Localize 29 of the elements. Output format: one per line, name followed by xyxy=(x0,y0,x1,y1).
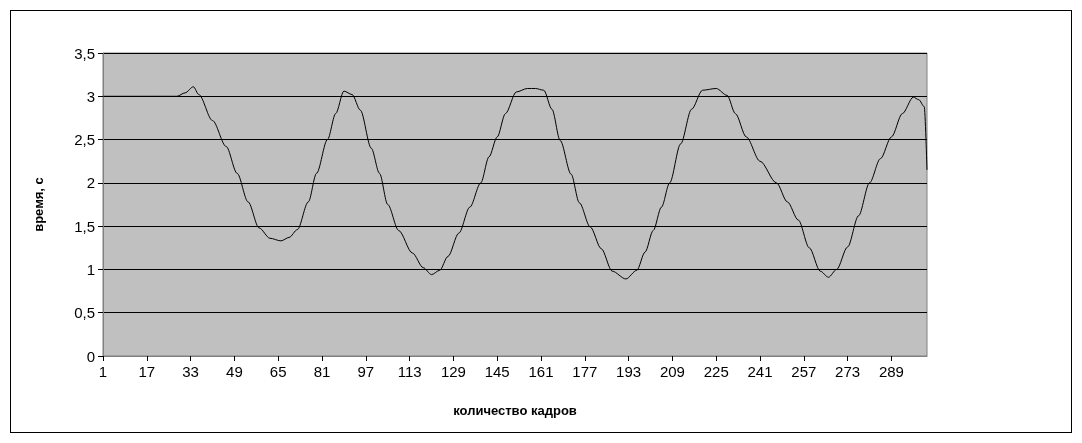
x-tick-label: 33 xyxy=(182,363,199,380)
x-tick-label: 177 xyxy=(572,363,598,380)
x-tick-label: 81 xyxy=(313,363,331,380)
y-tick-label: 1,5 xyxy=(74,217,95,235)
y-tick-label: 2,5 xyxy=(74,131,95,149)
x-tick-label: 273 xyxy=(835,363,861,380)
x-tick-label: 1 xyxy=(98,363,108,380)
x-tick-label: 129 xyxy=(440,363,466,380)
y-tick-label: 1 xyxy=(86,260,95,278)
y-axis-title: время, с xyxy=(31,177,46,232)
x-tick-label: 17 xyxy=(138,363,156,380)
x-axis-title: количество кадров xyxy=(453,403,577,418)
x-tick-label: 289 xyxy=(878,363,904,380)
x-tick-label: 145 xyxy=(484,363,510,380)
y-tick-label: 3 xyxy=(86,87,95,105)
x-tick-label: 225 xyxy=(703,363,729,380)
y-tick-label: 2 xyxy=(86,174,95,192)
y-tick-label: 0,5 xyxy=(74,304,95,322)
x-tick-label: 257 xyxy=(791,363,817,380)
x-tick-label: 193 xyxy=(616,363,642,380)
x-tick-label: 49 xyxy=(226,363,243,380)
x-tick-label: 65 xyxy=(269,363,287,380)
x-tick-label: 161 xyxy=(528,363,554,380)
y-tick-label: 3,5 xyxy=(74,44,95,62)
x-tick-label: 97 xyxy=(357,363,375,380)
y-tick-label: 0 xyxy=(86,347,95,365)
x-tick-label: 113 xyxy=(397,363,422,380)
x-tick-label: 209 xyxy=(659,363,685,380)
x-tick-label: 241 xyxy=(747,363,773,380)
